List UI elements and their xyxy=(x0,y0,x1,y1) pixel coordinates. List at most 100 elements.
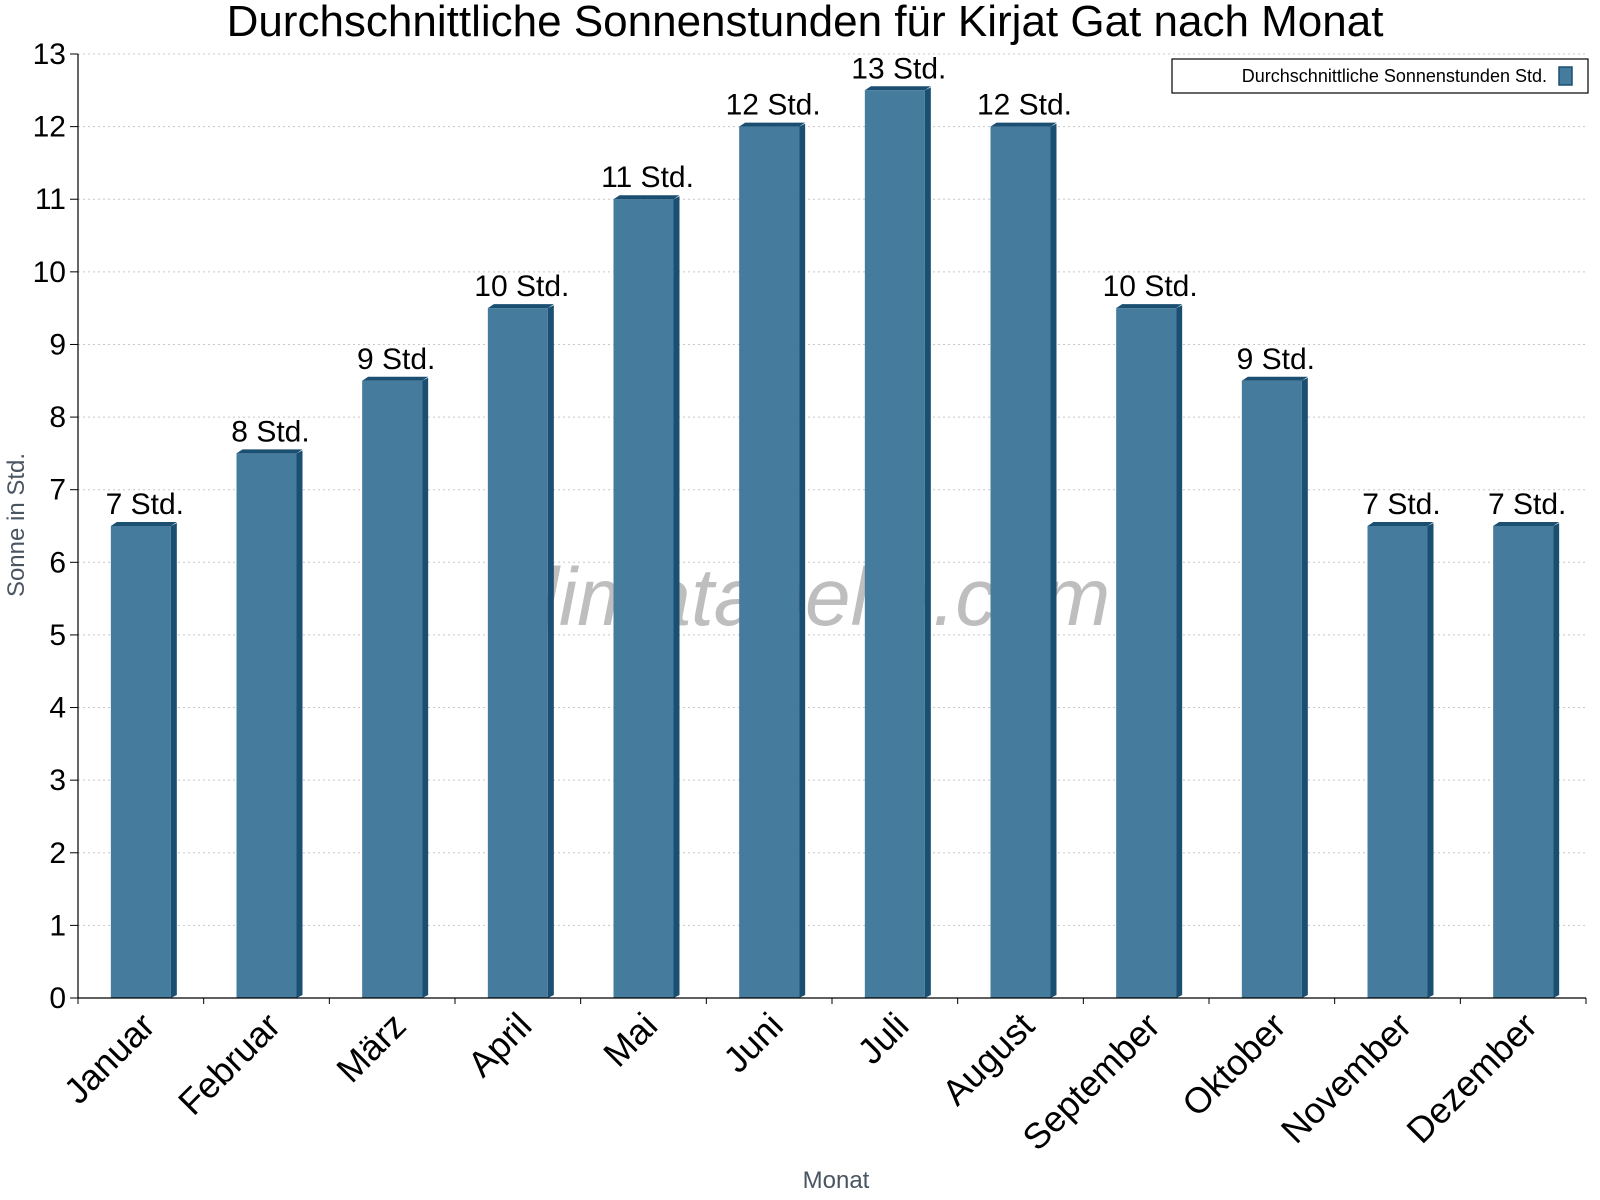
bar-front xyxy=(487,308,548,999)
x-tick-labels: Januar Februar März April Mai Juni Juli AugustS… xyxy=(56,1005,1545,1159)
y-tick-label: 10 xyxy=(33,256,66,289)
bar-top xyxy=(613,195,680,200)
data-label: 13 Std. xyxy=(851,52,946,85)
bar-side xyxy=(296,450,303,998)
bar-side xyxy=(1176,305,1183,999)
bar-august xyxy=(990,122,1057,999)
data-label: 9 Std. xyxy=(357,343,435,376)
axes xyxy=(70,53,1587,1004)
data-label: 7 Std. xyxy=(1488,488,1566,521)
bar-top xyxy=(1116,304,1183,309)
bar-top xyxy=(1241,376,1308,381)
bar-top xyxy=(487,304,554,309)
bar-front xyxy=(613,199,674,998)
bar-top xyxy=(236,449,303,454)
bar-side xyxy=(673,196,680,998)
y-tick-label: 0 xyxy=(49,982,66,1015)
data-label: 9 Std. xyxy=(1237,343,1315,376)
y-tick-label: 3 xyxy=(49,764,66,797)
bar-side xyxy=(170,523,177,998)
bar-front xyxy=(1116,308,1177,999)
data-label: 11 Std. xyxy=(601,161,694,194)
x-tick-label: Juli xyxy=(849,1005,916,1072)
y-tick-label: 12 xyxy=(33,111,66,144)
bar-front xyxy=(1241,380,1302,998)
bar-front xyxy=(864,90,925,999)
y-tick-label: 8 xyxy=(49,401,66,434)
bar-front xyxy=(739,126,800,999)
bar-top xyxy=(739,122,806,127)
bar-side xyxy=(799,123,806,999)
bar-front xyxy=(990,126,1051,999)
bar-top xyxy=(990,122,1057,127)
legend-series-label: Durchschnittliche Sonnenstunden Std. xyxy=(1242,66,1547,86)
grid-lines xyxy=(78,53,1586,926)
bar-juli xyxy=(864,86,931,999)
legend-box xyxy=(1171,58,1589,94)
x-tick-label: Juni xyxy=(715,1005,791,1081)
bar-top xyxy=(864,86,931,91)
y-tick-label: 1 xyxy=(49,909,66,942)
bar-september xyxy=(1116,304,1183,999)
bar-märz xyxy=(362,376,429,998)
x-tick-label: November xyxy=(1273,1005,1419,1151)
bar-side xyxy=(1427,523,1434,998)
x-tick-label: September xyxy=(1014,1005,1168,1159)
x-tick-label: August xyxy=(934,1005,1042,1113)
x-tick-label: März xyxy=(328,1005,414,1091)
data-label: 12 Std. xyxy=(726,89,821,122)
x-tick-label: Januar xyxy=(56,1005,163,1112)
y-tick-label: 6 xyxy=(49,546,66,579)
y-tick-label: 11 xyxy=(35,183,66,216)
bar-top xyxy=(362,376,429,381)
data-label: 10 Std. xyxy=(1103,270,1198,303)
bar-front xyxy=(1493,526,1554,998)
y-tick-label: 7 xyxy=(49,474,66,507)
bar-juni xyxy=(739,122,806,999)
bar-top xyxy=(1367,522,1434,526)
x-tick-label: April xyxy=(460,1005,540,1085)
y-tick-label: 13 xyxy=(33,38,66,71)
bar-side xyxy=(547,305,554,999)
bar-april xyxy=(487,304,554,999)
bar-top xyxy=(1493,522,1560,526)
x-axis-title: Monat xyxy=(803,1167,870,1194)
data-label: 8 Std. xyxy=(231,415,309,448)
bar-side xyxy=(422,377,429,998)
data-label: 7 Std. xyxy=(106,488,184,521)
bar-januar xyxy=(110,522,177,998)
data-labels: 7 Std. 8 Std. 9 Std. 10 Std. 11 Std. 12 Std. 1… xyxy=(106,52,1567,521)
bar-februar xyxy=(236,449,303,998)
y-tick-label: 5 xyxy=(49,619,66,652)
x-tick-label: Dezember xyxy=(1398,1005,1544,1151)
chart-title: Durchschnittliche Sonnenstunden für Kirj… xyxy=(227,0,1384,46)
y-tick-label: 2 xyxy=(49,837,66,870)
bar-side xyxy=(1050,123,1057,999)
data-label: 12 Std. xyxy=(977,89,1072,122)
y-axis-title: Sonne in Std. xyxy=(3,453,30,597)
bar-side xyxy=(924,87,931,999)
bar-mai xyxy=(613,195,680,998)
legend: Durchschnittliche Sonnenstunden Std. xyxy=(1171,58,1589,94)
data-label: 7 Std. xyxy=(1362,488,1440,521)
x-tick-label: Mai xyxy=(595,1005,665,1075)
bar-dezember xyxy=(1493,522,1560,998)
bar-side xyxy=(1553,523,1560,998)
bar-front xyxy=(110,526,171,998)
bar-front xyxy=(362,380,423,998)
bar-november xyxy=(1367,522,1434,998)
bar-side xyxy=(1301,377,1308,998)
y-tick-label: 4 xyxy=(49,692,66,725)
bar-oktober xyxy=(1241,376,1308,998)
bars xyxy=(110,86,1560,999)
bar-front xyxy=(236,453,297,998)
x-tick-label: Oktober xyxy=(1174,1005,1294,1125)
legend-swatch xyxy=(1558,66,1573,86)
x-tick-label: Februar xyxy=(170,1005,288,1123)
bar-top xyxy=(110,522,177,526)
data-label: 10 Std. xyxy=(474,270,569,303)
y-tick-label: 9 xyxy=(49,328,66,361)
bar-front xyxy=(1367,526,1428,998)
